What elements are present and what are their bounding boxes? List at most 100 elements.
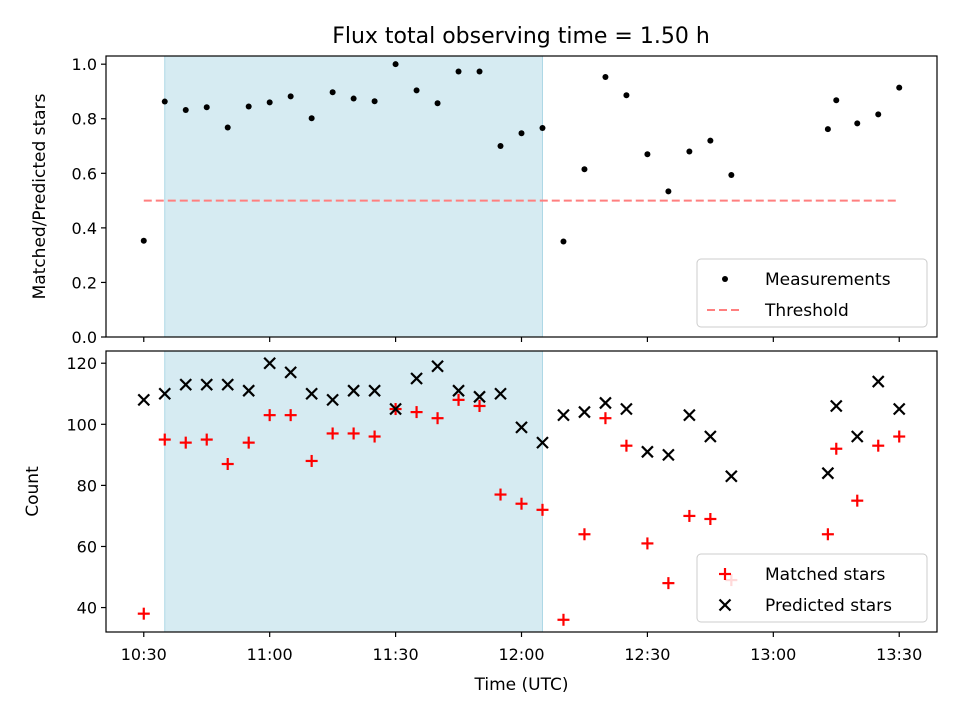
predicted-star-point <box>305 387 318 401</box>
measurement-point <box>140 237 147 244</box>
measurement-point <box>728 171 735 178</box>
measurement-point <box>833 97 840 104</box>
matched-star-point <box>821 528 834 541</box>
x-stroke-b <box>821 466 835 480</box>
x-stroke-b <box>410 372 423 385</box>
matched-star-point <box>221 458 234 471</box>
x-stroke-b <box>683 408 696 422</box>
measurement-point <box>203 104 210 111</box>
bottom-data-marks <box>137 356 906 626</box>
x-stroke-b <box>284 366 297 379</box>
y-tick-label: 0.8 <box>72 110 97 129</box>
bottom-y-axis-label: Count <box>23 466 43 517</box>
matched-star-point <box>305 454 318 467</box>
predicted-star-point <box>158 387 172 401</box>
x-tick-label: 11:30 <box>373 645 419 664</box>
legend-label: Threshold <box>764 301 849 321</box>
legend-box <box>696 258 928 328</box>
y-tick-label: 40 <box>77 599 97 618</box>
y-tick-label: 100 <box>66 415 97 434</box>
predicted-star-point <box>725 469 738 483</box>
top-y-axis-label: Matched/Predicted stars <box>30 93 50 299</box>
matched-star-point <box>179 436 192 449</box>
measurement-point <box>623 92 630 99</box>
matched-star-point <box>326 427 339 440</box>
predicted-star-point <box>179 378 193 391</box>
x-tick-label: 13:00 <box>750 645 796 664</box>
predicted-star-point <box>641 445 654 459</box>
matched-star-point <box>263 409 276 422</box>
predicted-star-point <box>599 396 612 410</box>
y-tick-label: 0.0 <box>72 328 97 347</box>
measurement-point <box>308 115 315 122</box>
predicted-star-point <box>410 372 423 385</box>
top-data-marks <box>140 61 903 245</box>
measurement-point <box>497 143 504 150</box>
matched-star-point <box>137 607 150 620</box>
matched-star-point <box>410 406 423 419</box>
legend-entry: Threshold <box>707 301 849 321</box>
predicted-star-point <box>557 408 570 422</box>
matched-star-point <box>851 494 864 507</box>
measurement-point <box>287 93 294 100</box>
x-stroke-b <box>305 387 318 401</box>
measurement-point <box>245 103 252 110</box>
measurement-point <box>518 130 525 137</box>
bottom-y-axis: 40 60 80 100 120 <box>66 354 106 618</box>
x-stroke-b <box>829 399 843 413</box>
matched-star-point <box>452 393 465 406</box>
x-tick-label: 11:00 <box>247 645 293 664</box>
legend-label: Matched stars <box>765 565 885 585</box>
legend-marker-plus <box>719 568 731 580</box>
predicted-star-point <box>829 399 843 413</box>
measurement-point <box>581 166 588 173</box>
predicted-star-point <box>683 408 696 422</box>
y-tick-label: 80 <box>77 476 97 495</box>
predicted-star-point <box>473 390 486 404</box>
x-stroke-b <box>641 445 654 459</box>
x-stroke-b <box>871 375 885 388</box>
matched-star-point <box>557 613 570 626</box>
measurement-point <box>602 74 609 81</box>
measurement-point <box>434 100 441 107</box>
x-stroke-b <box>200 378 214 391</box>
matched-star-point <box>431 412 444 425</box>
predicted-star-point <box>821 466 835 480</box>
x-stroke-b <box>599 396 612 410</box>
x-stroke-b <box>347 384 360 397</box>
matched-star-point <box>368 430 381 443</box>
predicted-star-point <box>892 402 906 416</box>
predicted-star-point <box>284 366 297 379</box>
y-tick-label: 120 <box>66 354 97 373</box>
x-stroke-b <box>515 421 528 434</box>
measurement-point <box>686 148 693 155</box>
matched-star-point <box>578 528 591 541</box>
x-tick-label: 12:30 <box>624 645 670 664</box>
x-stroke-b <box>242 384 255 397</box>
x-stroke-b <box>850 430 864 443</box>
measurement-point <box>161 98 168 105</box>
x-stroke-b <box>578 405 591 419</box>
bottom-shaded-span <box>164 350 543 633</box>
top-panel: 0.0 0.2 0.4 0.6 0.8 1.0 Matched/Predicted sta… <box>30 55 938 347</box>
x-stroke-b <box>718 598 732 612</box>
top-legend: Measurements Threshold <box>696 258 928 328</box>
matched-star-point <box>158 433 171 446</box>
predicted-star-point <box>221 378 234 391</box>
predicted-star-point <box>326 393 339 407</box>
matched-star-point <box>515 497 528 510</box>
matched-star-point <box>872 439 885 452</box>
top-y-axis: 0.0 0.2 0.4 0.6 0.8 1.0 <box>72 55 106 347</box>
predicted-star-point <box>620 402 633 416</box>
x-stroke-b <box>536 436 549 449</box>
x-stroke-b <box>221 378 234 391</box>
x-axis-label: Time (UTC) <box>474 675 569 695</box>
y-tick-label: 0.2 <box>72 273 97 292</box>
measurement-point <box>539 125 546 132</box>
predicted-star-point <box>347 384 360 397</box>
legend-label: Measurements <box>765 270 891 290</box>
predicted-star-point <box>452 384 465 397</box>
measurement-point <box>560 238 567 245</box>
y-tick-label: 60 <box>77 537 97 556</box>
